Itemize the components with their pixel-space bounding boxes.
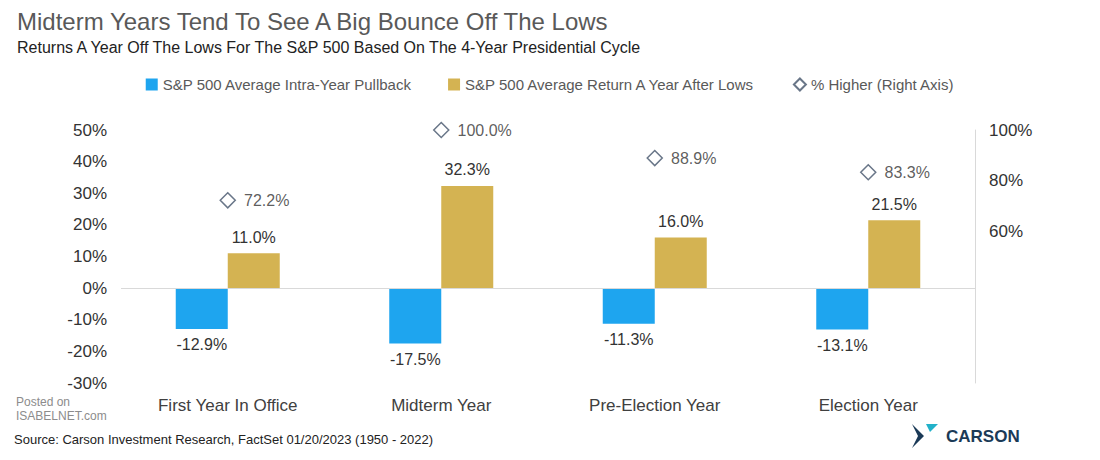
svg-text:32.3%: 32.3% — [445, 161, 490, 178]
svg-text:Source: Carson Investment Rese: Source: Carson Investment Research, Fact… — [14, 432, 433, 447]
svg-text:Returns A Year Off The Lows Fo: Returns A Year Off The Lows For The S&P … — [17, 39, 640, 56]
svg-text:Posted on: Posted on — [16, 395, 70, 409]
svg-text:Election Year: Election Year — [819, 396, 919, 415]
svg-text:CARSON: CARSON — [946, 427, 1020, 446]
svg-text:40%: 40% — [73, 152, 107, 171]
svg-text:First Year In Office: First Year In Office — [158, 396, 298, 415]
svg-text:83.3%: 83.3% — [885, 164, 930, 181]
svg-text:11.0%: 11.0% — [232, 229, 276, 246]
svg-text:60%: 60% — [989, 222, 1023, 241]
svg-text:50%: 50% — [73, 121, 107, 140]
svg-text:-13.1%: -13.1% — [817, 337, 868, 354]
svg-text:-10%: -10% — [67, 310, 107, 329]
svg-text:16.0%: 16.0% — [658, 213, 703, 230]
svg-text:21.5%: 21.5% — [872, 196, 917, 213]
svg-text:100.0%: 100.0% — [458, 122, 512, 139]
svg-text:-12.9%: -12.9% — [176, 336, 227, 353]
svg-text:Pre-Election Year: Pre-Election Year — [589, 396, 721, 415]
svg-text:Midterm Year: Midterm Year — [391, 396, 491, 415]
svg-text:% Higher (Right Axis): % Higher (Right Axis) — [811, 76, 954, 93]
svg-text:ISABELNET.com: ISABELNET.com — [16, 409, 107, 423]
svg-text:10%: 10% — [73, 247, 107, 266]
svg-text:S&P 500 Average Intra-Year Pul: S&P 500 Average Intra-Year Pullback — [163, 76, 412, 93]
svg-text:-20%: -20% — [67, 342, 107, 361]
svg-text:0%: 0% — [82, 279, 107, 298]
svg-text:-17.5%: -17.5% — [390, 351, 441, 368]
svg-text:-30%: -30% — [67, 374, 107, 393]
svg-text:80%: 80% — [989, 171, 1023, 190]
svg-text:20%: 20% — [73, 215, 107, 234]
svg-text:-11.3%: -11.3% — [604, 331, 654, 348]
svg-text:Midterm Years Tend To See A Bi: Midterm Years Tend To See A Big Bounce O… — [17, 8, 608, 35]
svg-text:S&P 500 Average Return A Year: S&P 500 Average Return A Year After Lows — [465, 76, 753, 93]
svg-text:30%: 30% — [73, 184, 107, 203]
svg-text:100%: 100% — [989, 121, 1032, 140]
svg-text:72.2%: 72.2% — [244, 192, 289, 209]
svg-text:88.9%: 88.9% — [671, 150, 716, 167]
